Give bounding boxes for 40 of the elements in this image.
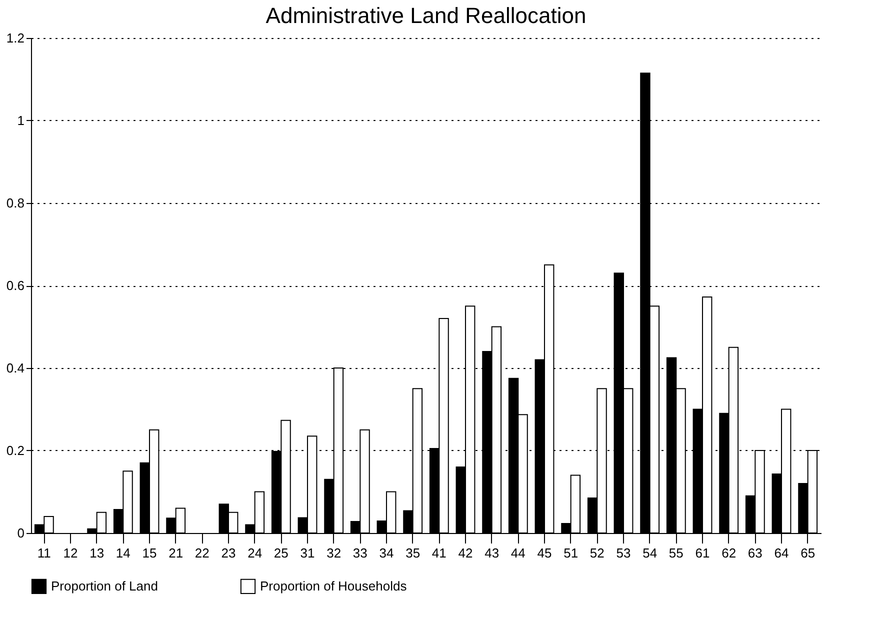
x-tick-label: 61 [695, 546, 710, 560]
x-tick-label: 23 [221, 546, 236, 560]
x-tick-label: 21 [168, 546, 184, 560]
x-tick-label: 44 [510, 546, 526, 560]
y-tick-label: 1.2 [6, 30, 24, 46]
x-tick-label: 13 [90, 546, 104, 560]
x-tick-label: 34 [379, 546, 394, 560]
y-tick-label: 0.2 [6, 443, 24, 458]
x-tick-label: 42 [458, 546, 473, 560]
x-tick-label: 53 [616, 546, 631, 560]
x-tick-label: 63 [748, 546, 762, 560]
x-tick-label: 54 [642, 546, 658, 560]
x-tick-label: 12 [63, 546, 78, 560]
x-tick-label: 22 [194, 546, 210, 560]
y-tick-label: 0.6 [6, 278, 24, 293]
x-tick-label: 11 [37, 546, 51, 560]
x-tick-label: 25 [274, 546, 288, 560]
x-tick-label: 52 [590, 546, 604, 560]
chart-title: Administrative Land Reallocation [266, 3, 586, 28]
x-tick-label: 35 [406, 546, 420, 560]
x-tick-label: 31 [300, 546, 315, 560]
x-tick-label: 41 [432, 546, 446, 560]
x-tick-label: 62 [722, 546, 736, 560]
x-tick-label: 43 [484, 546, 500, 560]
y-tick-label: 0 [17, 526, 24, 540]
x-tick-label: 55 [668, 546, 684, 560]
x-tick-label: 64 [774, 546, 789, 560]
x-tick-label: 51 [564, 546, 578, 560]
x-tick-label: 15 [142, 546, 157, 560]
y-tick-label: 0.4 [6, 360, 24, 376]
x-tick-label: 33 [352, 546, 368, 560]
x-tick-label: 32 [326, 546, 342, 560]
x-tick-label: 24 [248, 546, 262, 560]
legend-label: Proportion of Land [51, 578, 158, 594]
y-tick-label: 0.8 [6, 196, 24, 210]
legend-label: Proportion of Households [260, 578, 408, 594]
y-tick-label: 1 [17, 113, 24, 128]
x-tick-label: 45 [537, 546, 552, 560]
x-tick-label: 65 [800, 546, 816, 560]
x-tick-label: 14 [116, 546, 130, 560]
